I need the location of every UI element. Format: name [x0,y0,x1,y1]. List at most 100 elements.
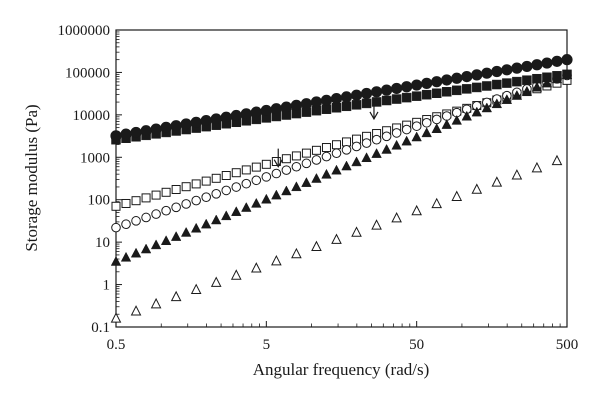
y-tick-label: 1000000 [58,23,111,39]
y-tick-label: 0.1 [91,320,110,336]
filled-circle-point [411,79,423,91]
open-circle-point [341,145,352,155]
open-circle-point [381,131,392,142]
open-square-point [301,148,311,158]
open-square-point [342,137,352,147]
filled-triangle-point [361,152,372,163]
open-triangle-point [190,283,202,295]
filled-triangle-point [381,143,392,154]
open-square-point [251,162,261,172]
filled-triangle-point [170,231,182,241]
filled-square-point [351,100,362,110]
filled-triangle-point [241,202,252,212]
open-circle-point [351,141,362,152]
filled-triangle-point [321,168,332,179]
x-tick-label: 0.5 [107,337,126,353]
filled-square-point [331,103,342,113]
open-square-point [331,140,341,150]
filled-circle-point [150,123,162,135]
open-triangle-point [551,154,563,166]
filled-circle-point [230,109,242,122]
open-square-point [161,187,171,197]
filled-triangle-point [471,106,483,117]
filled-square-point [552,71,562,81]
filled-circle-point [180,118,192,130]
filled-square-point [462,84,472,94]
open-circle-point [231,182,242,192]
open-square-point [111,201,121,211]
open-triangle-point [531,161,543,173]
open-circle-point [281,165,292,175]
open-circle-point [151,209,161,219]
open-circle-point [401,124,412,135]
y-tick-label: 1000 [80,150,110,166]
open-triangle-point [291,247,302,259]
y-tick-label: 10000 [73,108,111,124]
filled-circle-point [240,108,252,120]
x-axis-label: Angular frequency (rad/s) [253,360,430,379]
filled-square-point [401,92,412,103]
filled-triangle-point [140,243,152,254]
open-square-point [241,165,251,175]
open-square-point [201,176,211,186]
open-triangle-point [491,176,503,187]
filled-triangle-point [190,222,202,233]
filled-circle-point [521,60,533,73]
filled-circle-point [270,103,282,115]
open-triangle-point [471,183,483,194]
open-circle-point [261,172,272,182]
filled-circle-point [290,99,302,111]
open-square-point [171,184,181,194]
open-square-point [291,151,301,161]
filled-square-point [502,78,512,88]
filled-square-point [411,91,422,101]
open-triangle-point [411,204,422,216]
open-circle-point [211,188,222,199]
filled-circle-point [110,130,122,142]
open-circle-point [251,175,262,186]
open-square-point [191,179,201,189]
open-circle-point [221,185,232,196]
filled-triangle-point [421,127,432,138]
filled-triangle-point [331,164,342,175]
filled-circle-point [471,69,483,81]
filled-circle-point [360,87,373,100]
filled-triangle-point [110,255,122,266]
open-square-point [311,145,321,155]
filled-circle-point [210,113,222,125]
filled-triangle-point [130,247,142,258]
filled-square-point [472,82,482,93]
open-circle-point [431,114,442,125]
open-circle-point [411,121,422,131]
annotation-arrow-head [369,111,379,121]
filled-circle-point [300,98,313,110]
filled-circle-point [160,121,172,133]
open-triangle-point [110,312,122,323]
open-square-point [131,196,141,206]
open-circle-point [391,128,402,138]
open-triangle-point [130,305,142,316]
filled-square-point [482,81,492,91]
filled-triangle-point [200,218,212,229]
filled-triangle-point [301,177,312,187]
filled-circle-point [130,126,142,139]
filled-triangle-point [351,156,362,167]
filled-circle-point [330,93,343,105]
open-circle-point [161,205,171,216]
filled-square-point [341,101,352,112]
open-circle-point [361,138,372,148]
filled-triangle-point [441,119,452,129]
filled-square-point [381,95,392,106]
open-triangle-point [451,190,463,201]
filled-triangle-point [251,197,262,208]
filled-triangle-point [531,81,543,92]
filled-triangle-point [150,239,162,250]
filled-triangle-point [371,148,382,158]
filled-circle-point [491,65,503,78]
open-circle-point [241,178,252,189]
filled-square-point [361,98,372,109]
open-square-point [221,171,231,181]
filled-circle-point [370,86,383,98]
